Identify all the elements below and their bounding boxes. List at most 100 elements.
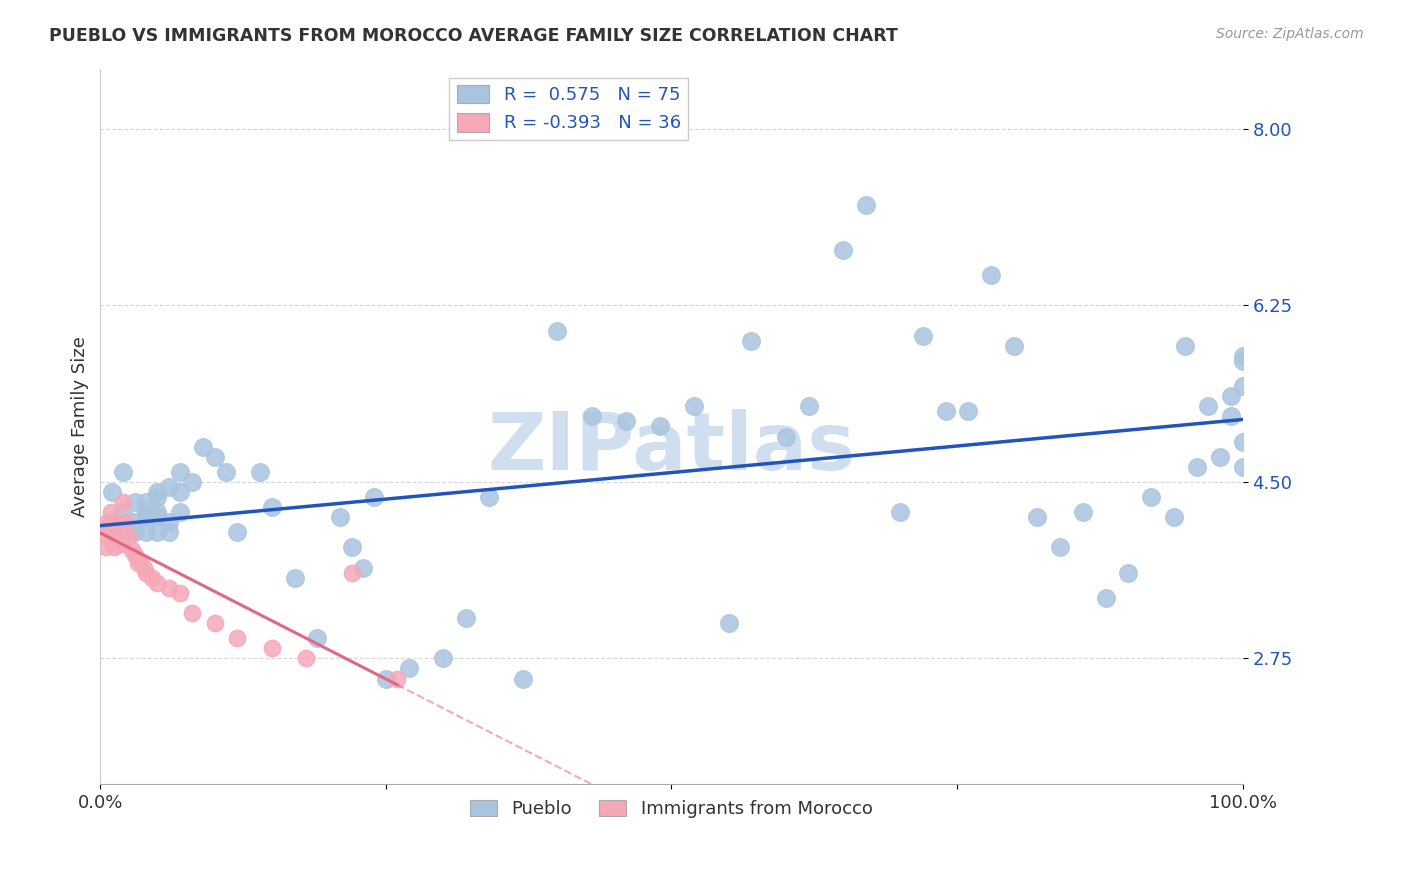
Point (169, 485, 191, 500)
Point (329, 510, 352, 524)
Point (374, 672, 396, 686)
Point (215, 465, 238, 479)
Point (1220, 389, 1243, 403)
Point (157, 525, 180, 540)
Point (204, 616, 226, 631)
Point (135, 505, 157, 519)
Point (957, 404, 980, 418)
Point (141, 571, 163, 585)
Point (935, 404, 957, 418)
Point (146, 485, 169, 500)
Point (546, 324, 568, 338)
Point (146, 575, 169, 590)
Point (1174, 339, 1197, 353)
Point (114, 515, 136, 529)
Point (169, 586, 191, 600)
Point (97, 530, 120, 544)
Point (124, 515, 146, 529)
Point (146, 505, 169, 519)
Point (169, 465, 191, 479)
Point (831, 243, 853, 257)
Point (352, 560, 374, 574)
Point (980, 268, 1002, 283)
Point (132, 560, 155, 574)
Point (157, 480, 180, 494)
Point (1232, 379, 1254, 393)
Point (100, 535, 122, 549)
Point (110, 537, 132, 551)
Point (226, 631, 249, 645)
Point (775, 429, 797, 443)
Point (1232, 434, 1254, 449)
Point (1118, 566, 1140, 580)
Point (204, 450, 226, 464)
Point (1140, 490, 1163, 504)
Text: PUEBLO VS IMMIGRANTS FROM MOROCCO AVERAGE FAMILY SIZE CORRELATION CHART: PUEBLO VS IMMIGRANTS FROM MOROCCO AVERAG… (49, 27, 898, 45)
Point (107, 537, 129, 551)
Point (107, 517, 129, 532)
Text: Source: ZipAtlas.com: Source: ZipAtlas.com (1216, 27, 1364, 41)
Point (581, 409, 603, 424)
Point (100, 485, 122, 500)
Point (387, 672, 409, 686)
Point (104, 520, 127, 534)
Point (1232, 354, 1254, 368)
Point (1002, 339, 1025, 353)
Point (717, 616, 740, 631)
Point (855, 197, 877, 211)
Legend: Pueblo, Immigrants from Morocco: Pueblo, Immigrants from Morocco (463, 793, 880, 825)
Point (180, 606, 202, 620)
Point (740, 334, 762, 348)
Point (112, 505, 135, 519)
Point (307, 631, 329, 645)
Point (157, 515, 180, 529)
Point (127, 556, 149, 570)
Point (98, 520, 121, 534)
Point (295, 651, 318, 665)
Point (648, 419, 671, 434)
Point (363, 490, 385, 504)
Point (135, 510, 157, 524)
Y-axis label: Average Family Size: Average Family Size (72, 336, 89, 516)
Point (157, 581, 180, 595)
Point (226, 525, 249, 540)
Point (129, 553, 152, 567)
Point (135, 566, 157, 580)
Point (146, 490, 169, 504)
Point (1163, 510, 1185, 524)
Point (112, 465, 135, 479)
Point (191, 440, 214, 454)
Point (105, 530, 128, 544)
Point (512, 672, 534, 686)
Point (889, 505, 911, 519)
Point (103, 541, 125, 555)
Point (1220, 409, 1243, 424)
Point (454, 611, 477, 625)
Point (135, 495, 157, 509)
Point (260, 500, 283, 515)
Point (118, 530, 141, 544)
Point (124, 525, 146, 540)
Text: ZIPatlas: ZIPatlas (488, 409, 856, 487)
Point (112, 495, 135, 509)
Point (283, 571, 305, 585)
Point (124, 548, 146, 562)
Point (111, 525, 134, 540)
Point (614, 414, 637, 428)
Point (1094, 591, 1116, 605)
Point (911, 328, 934, 343)
Point (1197, 400, 1219, 414)
Point (1071, 505, 1094, 519)
Point (108, 527, 131, 541)
Point (94, 541, 117, 555)
Point (340, 541, 363, 555)
Point (432, 651, 454, 665)
Point (96, 515, 118, 529)
Point (478, 490, 501, 504)
Point (169, 505, 191, 519)
Point (260, 641, 283, 656)
Point (797, 400, 820, 414)
Point (1026, 510, 1049, 524)
Point (1209, 450, 1232, 464)
Point (1232, 459, 1254, 474)
